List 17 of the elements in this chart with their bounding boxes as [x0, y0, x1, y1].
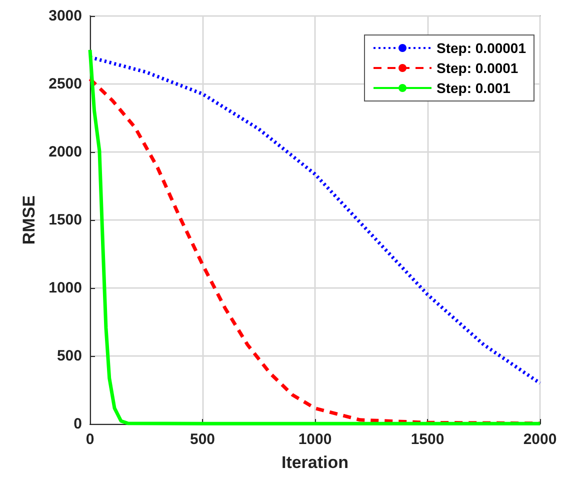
y-axis-title: RMSE: [20, 195, 39, 245]
x-tick-label: 2000: [523, 431, 557, 448]
x-axis-title: Iteration: [281, 453, 349, 472]
y-tick-label: 3000: [48, 8, 82, 24]
x-tick-label: 1500: [410, 431, 444, 448]
legend-label: Step: 0.0001: [436, 60, 518, 76]
legend-label: Step: 0.001: [436, 80, 511, 96]
y-tick-label: 0: [74, 416, 82, 432]
y-tick-label: 1500: [48, 212, 82, 228]
y-tick-label: 2500: [48, 76, 82, 92]
y-tick-label: 2000: [48, 144, 82, 160]
legend-label: Step: 0.00001: [436, 40, 526, 56]
x-tick-label: 1000: [298, 431, 332, 448]
x-tick-label: 0: [86, 431, 94, 448]
x-tick-label: 500: [190, 431, 216, 448]
y-tick-label: 1000: [48, 280, 82, 296]
y-tick-label: 500: [56, 348, 82, 364]
